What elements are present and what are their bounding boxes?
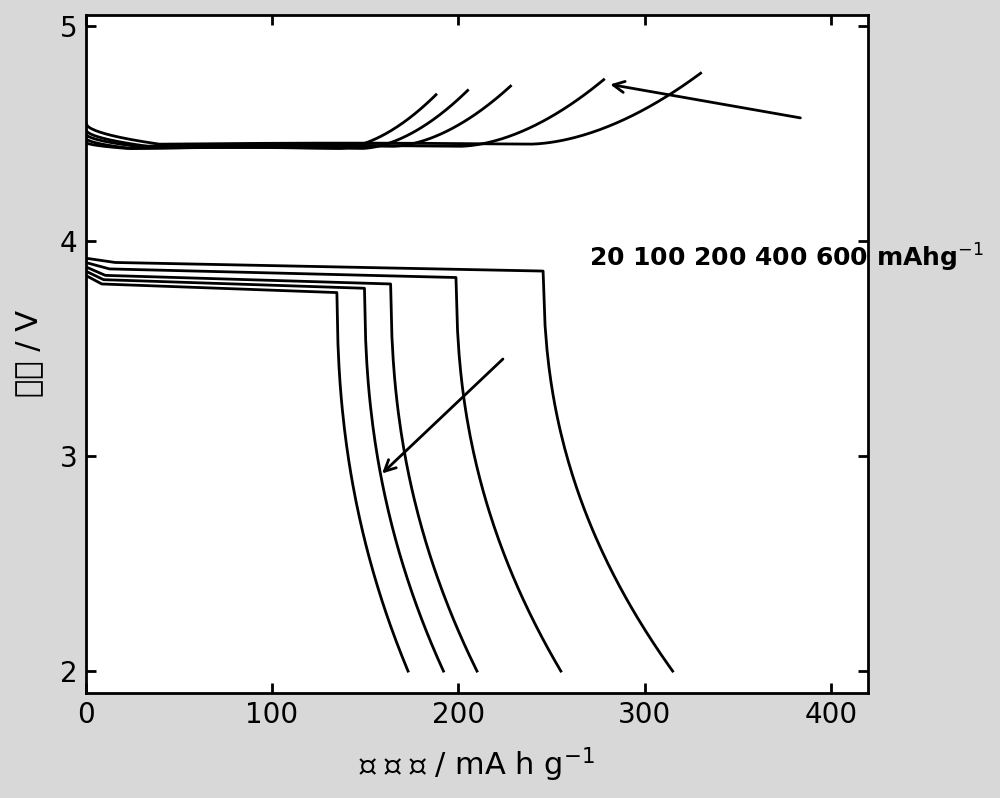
Text: 20 100 200 400 600 mAhg$^{-1}$: 20 100 200 400 600 mAhg$^{-1}$	[589, 242, 983, 275]
Y-axis label: 电压 / V: 电压 / V	[14, 310, 43, 397]
X-axis label: 比 容 量 / mA h g$^{-1}$: 比 容 量 / mA h g$^{-1}$	[359, 745, 595, 784]
